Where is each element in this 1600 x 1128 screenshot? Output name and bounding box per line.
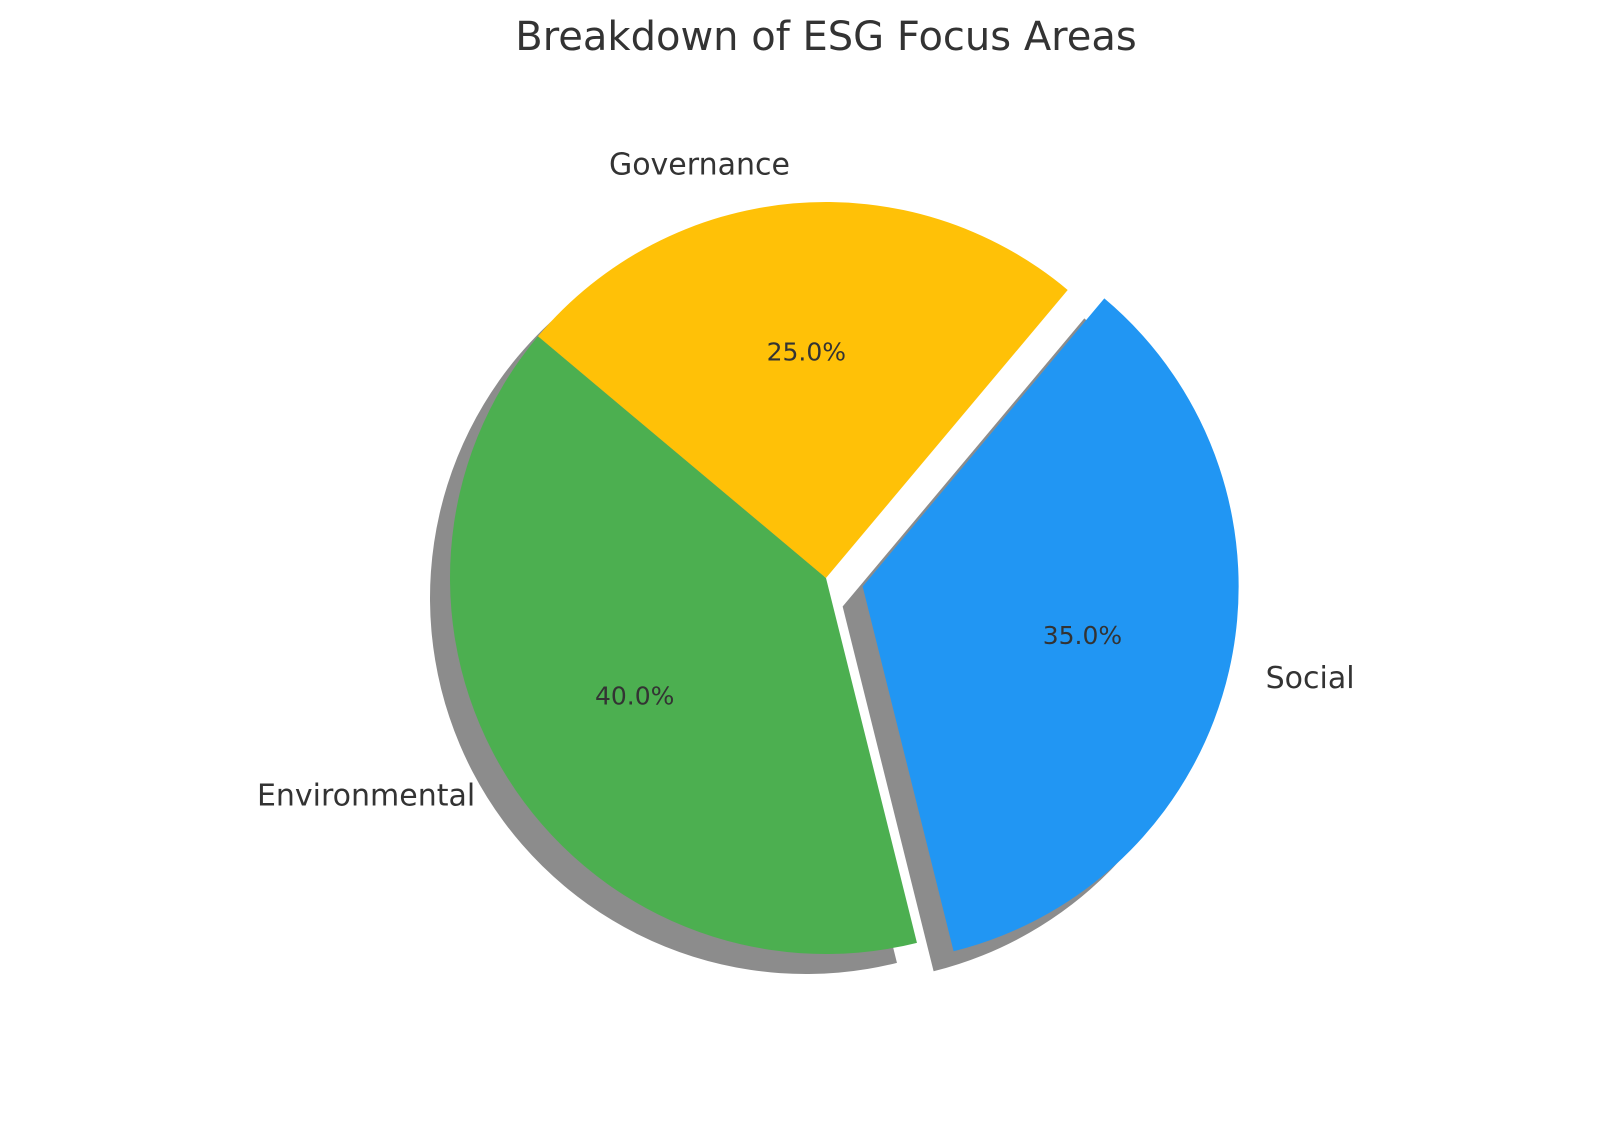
category-label-environmental: Environmental xyxy=(257,779,475,814)
category-labels: Environmental Social Governance xyxy=(257,147,1355,813)
slice-environmental xyxy=(449,336,917,954)
pct-label-governance: 25.0% xyxy=(767,337,846,366)
pct-label-environmental: 40.0% xyxy=(595,682,674,711)
category-label-governance: Governance xyxy=(609,147,790,182)
slice-governance xyxy=(537,202,1068,578)
chart-title: Breakdown of ESG Focus Areas xyxy=(515,14,1136,60)
percentage-labels: 40.0% 35.0% 25.0% xyxy=(595,337,1122,710)
slice-social xyxy=(862,298,1239,952)
pie-slices xyxy=(449,202,1239,954)
category-label-social: Social xyxy=(1266,661,1355,696)
pct-label-social: 35.0% xyxy=(1043,621,1122,650)
